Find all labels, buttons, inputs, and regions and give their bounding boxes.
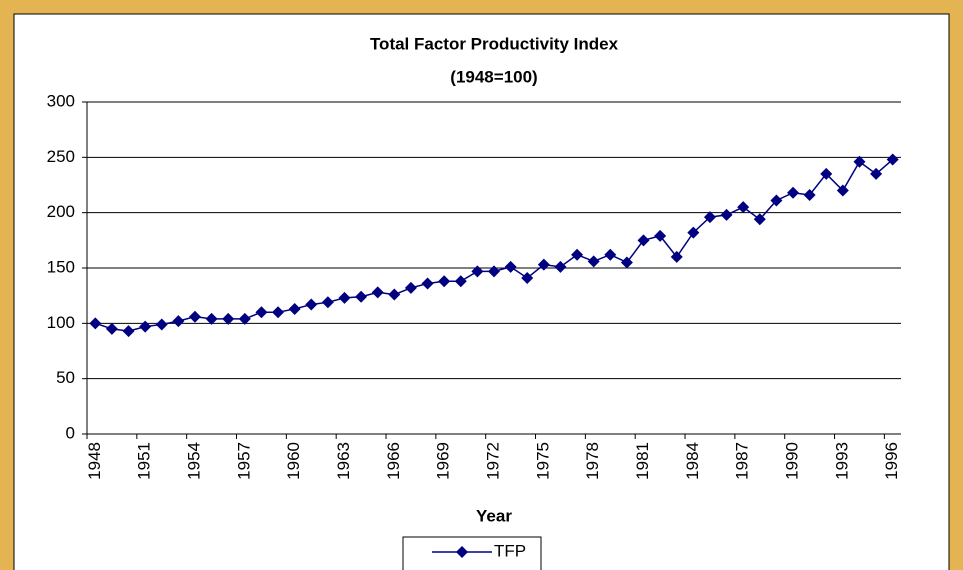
- x-tick-label: 1975: [533, 442, 552, 480]
- x-tick-label: 1948: [85, 442, 104, 480]
- data-point: [620, 256, 633, 269]
- data-point: [188, 310, 201, 323]
- data-point: [404, 281, 417, 294]
- data-point: [537, 258, 550, 271]
- y-tick-label: 50: [56, 368, 75, 387]
- data-point: [853, 155, 866, 168]
- chart-area: [13, 13, 950, 570]
- x-tick-label: 1963: [334, 442, 353, 480]
- x-tick-label: 1960: [284, 442, 303, 480]
- data-point: [488, 265, 500, 278]
- x-tick-label: 1978: [583, 442, 602, 480]
- data-point: [438, 275, 451, 288]
- data-point: [703, 211, 716, 224]
- data-point: [604, 248, 617, 261]
- data-point: [737, 201, 750, 214]
- data-point: [421, 277, 434, 290]
- data-point: [172, 315, 185, 328]
- x-tick-label: 1987: [733, 442, 752, 480]
- chart-title: Total Factor Productivity Index: [370, 34, 619, 53]
- x-tick-label: 1954: [184, 442, 203, 480]
- data-point: [388, 288, 401, 301]
- data-point: [371, 286, 384, 299]
- data-point: [255, 306, 268, 319]
- x-tick-label: 1951: [135, 442, 154, 480]
- x-axis-title: Year: [476, 506, 512, 525]
- y-tick-label: 200: [47, 202, 75, 221]
- legend-label: TFP: [494, 541, 526, 560]
- data-point: [222, 312, 235, 325]
- y-tick-label: 250: [47, 147, 75, 166]
- x-tick-label: 1972: [483, 442, 502, 480]
- legend-marker: [456, 546, 468, 558]
- x-tick-label: 1981: [633, 442, 652, 480]
- x-tick-label: 1996: [882, 442, 901, 480]
- chart-subtitle: (1948=100): [450, 67, 537, 86]
- data-point: [305, 298, 318, 311]
- x-tick-label: 1957: [234, 442, 253, 480]
- y-tick-label: 150: [47, 257, 75, 276]
- data-point: [820, 167, 833, 180]
- data-point: [571, 248, 584, 261]
- data-point: [272, 306, 285, 319]
- y-tick-label: 300: [47, 91, 75, 110]
- data-point: [521, 271, 534, 284]
- x-tick-label: 1969: [434, 442, 453, 480]
- x-tick-label: 1966: [384, 442, 403, 480]
- x-tick-label: 1993: [832, 442, 851, 480]
- x-tick-label: 1984: [683, 442, 702, 480]
- data-point: [753, 213, 766, 226]
- data-point: [720, 208, 733, 221]
- data-point: [139, 320, 152, 333]
- data-point: [471, 265, 484, 278]
- data-point: [554, 260, 567, 273]
- legend: TFP: [402, 536, 542, 570]
- data-point: [288, 302, 301, 315]
- data-point: [654, 229, 667, 242]
- data-point: [836, 184, 849, 197]
- legend-box: [402, 536, 542, 570]
- data-point: [886, 153, 899, 166]
- data-point: [321, 296, 334, 309]
- data-point: [454, 275, 467, 288]
- x-tick-label: 1990: [783, 442, 802, 480]
- data-point: [770, 194, 783, 207]
- data-point: [338, 291, 351, 304]
- y-tick-label: 100: [47, 313, 75, 332]
- data-point: [205, 312, 218, 325]
- data-point: [504, 260, 517, 273]
- data-point: [637, 234, 650, 247]
- data-point: [238, 312, 251, 325]
- data-point: [870, 167, 883, 180]
- data-point: [803, 188, 816, 201]
- data-point: [89, 317, 102, 330]
- data-point: [787, 186, 800, 199]
- data-point: [105, 322, 118, 335]
- data-point: [122, 325, 135, 338]
- data-point: [670, 250, 683, 263]
- data-point: [687, 226, 700, 239]
- data-point: [355, 290, 368, 303]
- data-point: [587, 255, 600, 268]
- y-tick-label: 0: [66, 423, 75, 442]
- data-point: [155, 318, 168, 331]
